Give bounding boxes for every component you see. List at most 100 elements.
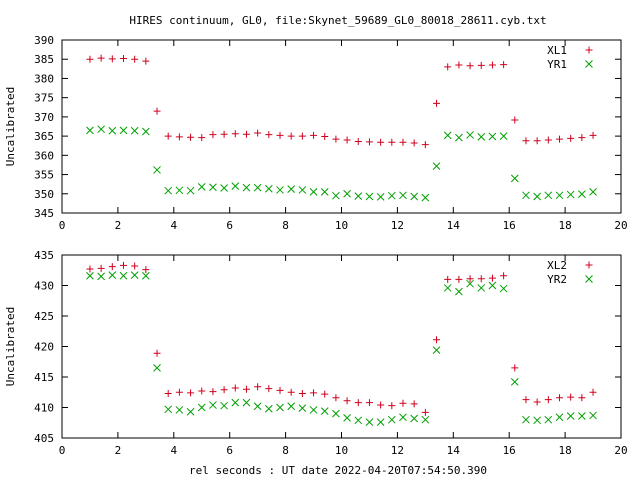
data-point-yr2 (399, 413, 407, 422)
lower-panel: 0 2 4 6 8 10 12 14 16 18 20 405 410 415 420 425 430 435 Un… (4, 249, 628, 457)
data-point-yr1 (544, 191, 553, 200)
plot-frame (61, 39, 622, 214)
data-point-xl1 (365, 138, 373, 146)
data-point-yr1 (298, 186, 307, 194)
data-point-xl2 (488, 274, 496, 282)
legend-label-xl1: XL1 (547, 44, 567, 57)
data-point-yr2 (242, 398, 251, 407)
data-point-xl2 (254, 383, 262, 391)
upper-panel: 0 2 4 6 8 10 12 14 16 18 20 345 350 355 360 365 370 375 38… (4, 34, 628, 232)
data-point-xl1 (254, 129, 262, 137)
y-tick-label: 370 (34, 111, 54, 124)
data-point-yr1 (320, 188, 329, 196)
data-point-xl2 (455, 275, 463, 283)
data-point-xl1 (108, 55, 116, 63)
data-point-xl1 (567, 134, 575, 142)
data-point-yr2 (97, 272, 105, 281)
y-tick-label: 390 (34, 34, 54, 47)
data-point-xl1 (466, 62, 474, 70)
data-point-xl1 (522, 137, 530, 145)
data-point-yr1 (264, 184, 273, 193)
x-tick-label: 10 (335, 219, 348, 232)
data-point-yr2 (387, 415, 396, 424)
data-point-xl2 (365, 399, 373, 407)
data-point-xl2 (131, 262, 139, 270)
data-point-yr1 (175, 186, 184, 195)
data-point-yr2 (175, 406, 184, 414)
legend-marker-xl2 (585, 261, 593, 269)
data-point-xl2 (265, 385, 273, 393)
data-point-yr1 (566, 190, 575, 199)
data-point-yr1 (455, 133, 463, 142)
data-point-yr1 (343, 189, 351, 198)
data-point-xl1 (533, 137, 541, 145)
data-point-yr2 (253, 402, 262, 411)
data-point-yr2 (432, 346, 441, 355)
x-tick-label: 20 (614, 219, 627, 232)
data-point-xl1 (455, 61, 463, 69)
x-tick-label: 14 (447, 219, 461, 232)
data-point-yr1 (466, 131, 474, 139)
y-tick-label: 365 (34, 130, 54, 143)
x-tick-label: 20 (614, 444, 627, 457)
data-point-xl1 (220, 130, 228, 138)
data-point-xl2 (556, 394, 564, 402)
data-point-xl2 (220, 386, 228, 394)
data-point-yr1 (432, 162, 441, 170)
data-point-xl2 (466, 275, 474, 283)
data-point-xl1 (175, 133, 183, 141)
data-point-yr1 (209, 183, 217, 192)
data-point-xl1 (488, 61, 496, 69)
data-point-xl1 (209, 131, 217, 139)
data-point-yr2 (510, 378, 519, 386)
y-axis-label: Uncalibrated (4, 307, 17, 386)
data-point-xl2 (421, 408, 429, 416)
data-point-yr1 (153, 166, 161, 174)
data-point-xl2 (567, 393, 575, 401)
data-point-xl2 (377, 401, 385, 409)
data-point-yr2 (343, 414, 351, 422)
data-point-yr1 (276, 186, 284, 194)
data-point-yr1 (119, 126, 128, 135)
y-tick-label: 405 (34, 432, 54, 445)
data-point-xl2 (231, 384, 239, 392)
y-tick-label: 410 (34, 402, 54, 415)
data-point-yr1 (141, 127, 150, 136)
data-point-yr1 (97, 125, 105, 134)
data-point-yr2 (298, 404, 307, 412)
data-point-xl1 (343, 136, 351, 144)
x-tick-label: 8 (282, 219, 289, 232)
data-point-yr2 (164, 405, 173, 414)
data-point-yr2 (443, 284, 452, 292)
data-point-xl2 (500, 272, 508, 280)
data-point-yr2 (108, 271, 117, 279)
legend-label-yr2: YR2 (547, 273, 567, 286)
data-point-xl1 (198, 134, 206, 142)
data-point-xl1 (511, 116, 519, 124)
x-tick-label: 18 (558, 219, 571, 232)
data-point-xl1 (242, 130, 250, 138)
data-point-yr2 (589, 411, 597, 420)
data-point-yr1 (387, 191, 396, 200)
data-point-yr2 (410, 414, 419, 423)
y-tick-label: 375 (34, 92, 54, 105)
data-point-yr1 (578, 190, 586, 199)
data-point-xl2 (410, 400, 418, 408)
data-point-yr1 (510, 174, 519, 183)
data-point-xl1 (276, 131, 284, 139)
data-point-xl2 (589, 388, 597, 396)
x-tick-label: 2 (115, 219, 122, 232)
data-point-xl2 (310, 389, 318, 397)
data-point-xl2 (164, 389, 172, 397)
data-point-xl1 (142, 57, 150, 65)
y-tick-label: 420 (34, 341, 54, 354)
data-point-xl2 (187, 389, 195, 397)
data-point-xl1 (556, 135, 564, 143)
data-point-xl2 (153, 349, 161, 357)
data-point-xl1 (444, 63, 452, 71)
data-point-xl2 (198, 387, 206, 395)
data-point-yr1 (522, 191, 530, 200)
y-tick-label: 345 (34, 207, 54, 220)
data-point-xl1 (377, 138, 385, 146)
data-point-xl1 (97, 54, 105, 62)
